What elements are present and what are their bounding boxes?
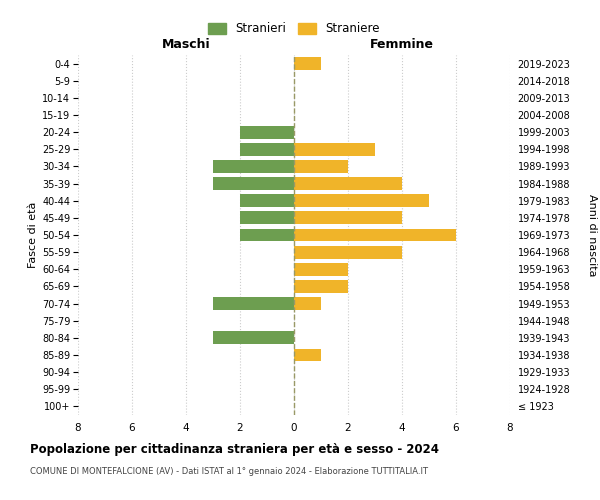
Bar xyxy=(213,297,294,310)
Bar xyxy=(240,212,294,224)
Bar xyxy=(240,143,294,156)
Bar xyxy=(294,228,456,241)
Bar xyxy=(240,194,294,207)
Text: Maschi: Maschi xyxy=(161,38,211,52)
Y-axis label: Fasce di età: Fasce di età xyxy=(28,202,38,268)
Legend: Stranieri, Straniere: Stranieri, Straniere xyxy=(203,18,385,40)
Bar xyxy=(294,263,348,276)
Bar xyxy=(294,297,321,310)
Bar xyxy=(294,143,375,156)
Bar xyxy=(213,332,294,344)
Bar xyxy=(294,348,321,362)
Y-axis label: Anni di nascita: Anni di nascita xyxy=(587,194,597,276)
Text: COMUNE DI MONTEFALCIONE (AV) - Dati ISTAT al 1° gennaio 2024 - Elaborazione TUTT: COMUNE DI MONTEFALCIONE (AV) - Dati ISTA… xyxy=(30,468,428,476)
Bar xyxy=(294,57,321,70)
Bar xyxy=(294,280,348,293)
Bar xyxy=(240,228,294,241)
Bar xyxy=(213,160,294,173)
Bar xyxy=(294,177,402,190)
Text: Popolazione per cittadinanza straniera per età e sesso - 2024: Popolazione per cittadinanza straniera p… xyxy=(30,442,439,456)
Bar xyxy=(240,126,294,138)
Text: Femmine: Femmine xyxy=(370,38,434,52)
Bar xyxy=(294,212,402,224)
Bar xyxy=(294,160,348,173)
Bar xyxy=(294,246,402,258)
Bar xyxy=(213,177,294,190)
Bar xyxy=(294,194,429,207)
